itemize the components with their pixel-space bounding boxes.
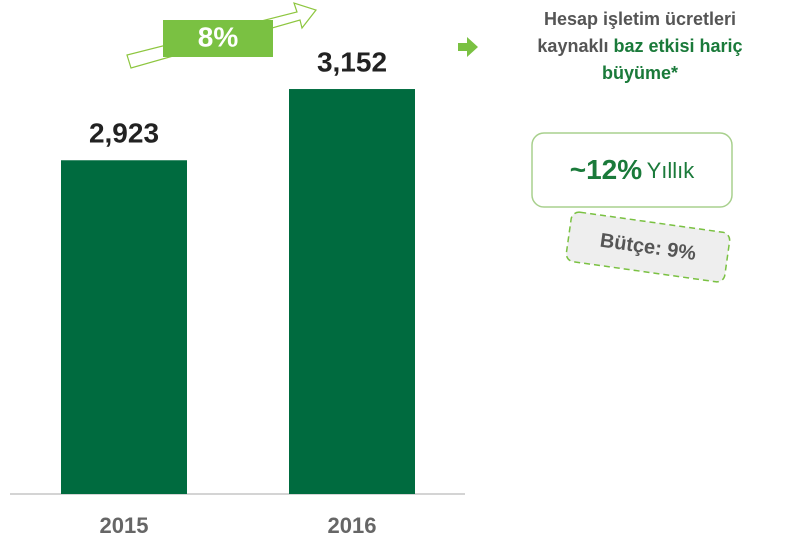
- note-highlight: baz etkisi hariç: [614, 36, 743, 56]
- note-text: kaynaklı: [537, 36, 608, 56]
- note-line: büyüme*: [602, 63, 678, 83]
- yearly: ~12% Yıllık: [570, 154, 696, 185]
- note-arrow: [458, 37, 478, 57]
- yearly-value: ~12%: [570, 154, 642, 185]
- growth-arrow: [126, 2, 318, 69]
- value-label: 3,152: [317, 46, 387, 77]
- value-label: 2,923: [89, 118, 159, 149]
- note-line: Hesap işletim ücretleri: [544, 9, 736, 29]
- yearly-label: Yıllık: [647, 158, 696, 183]
- x-tick-label: 2016: [328, 513, 377, 538]
- bar: [61, 160, 187, 494]
- growth-box: [163, 20, 273, 57]
- bar: [289, 89, 415, 494]
- yearly-box: [531, 132, 733, 208]
- note-line: kaynaklı baz etkisi hariç: [537, 36, 742, 56]
- x-tick-label: 2015: [100, 513, 149, 538]
- budget-group: Bütçe: 9%: [565, 211, 731, 283]
- growth-label: 8%: [198, 21, 239, 52]
- budget-box: [565, 211, 731, 283]
